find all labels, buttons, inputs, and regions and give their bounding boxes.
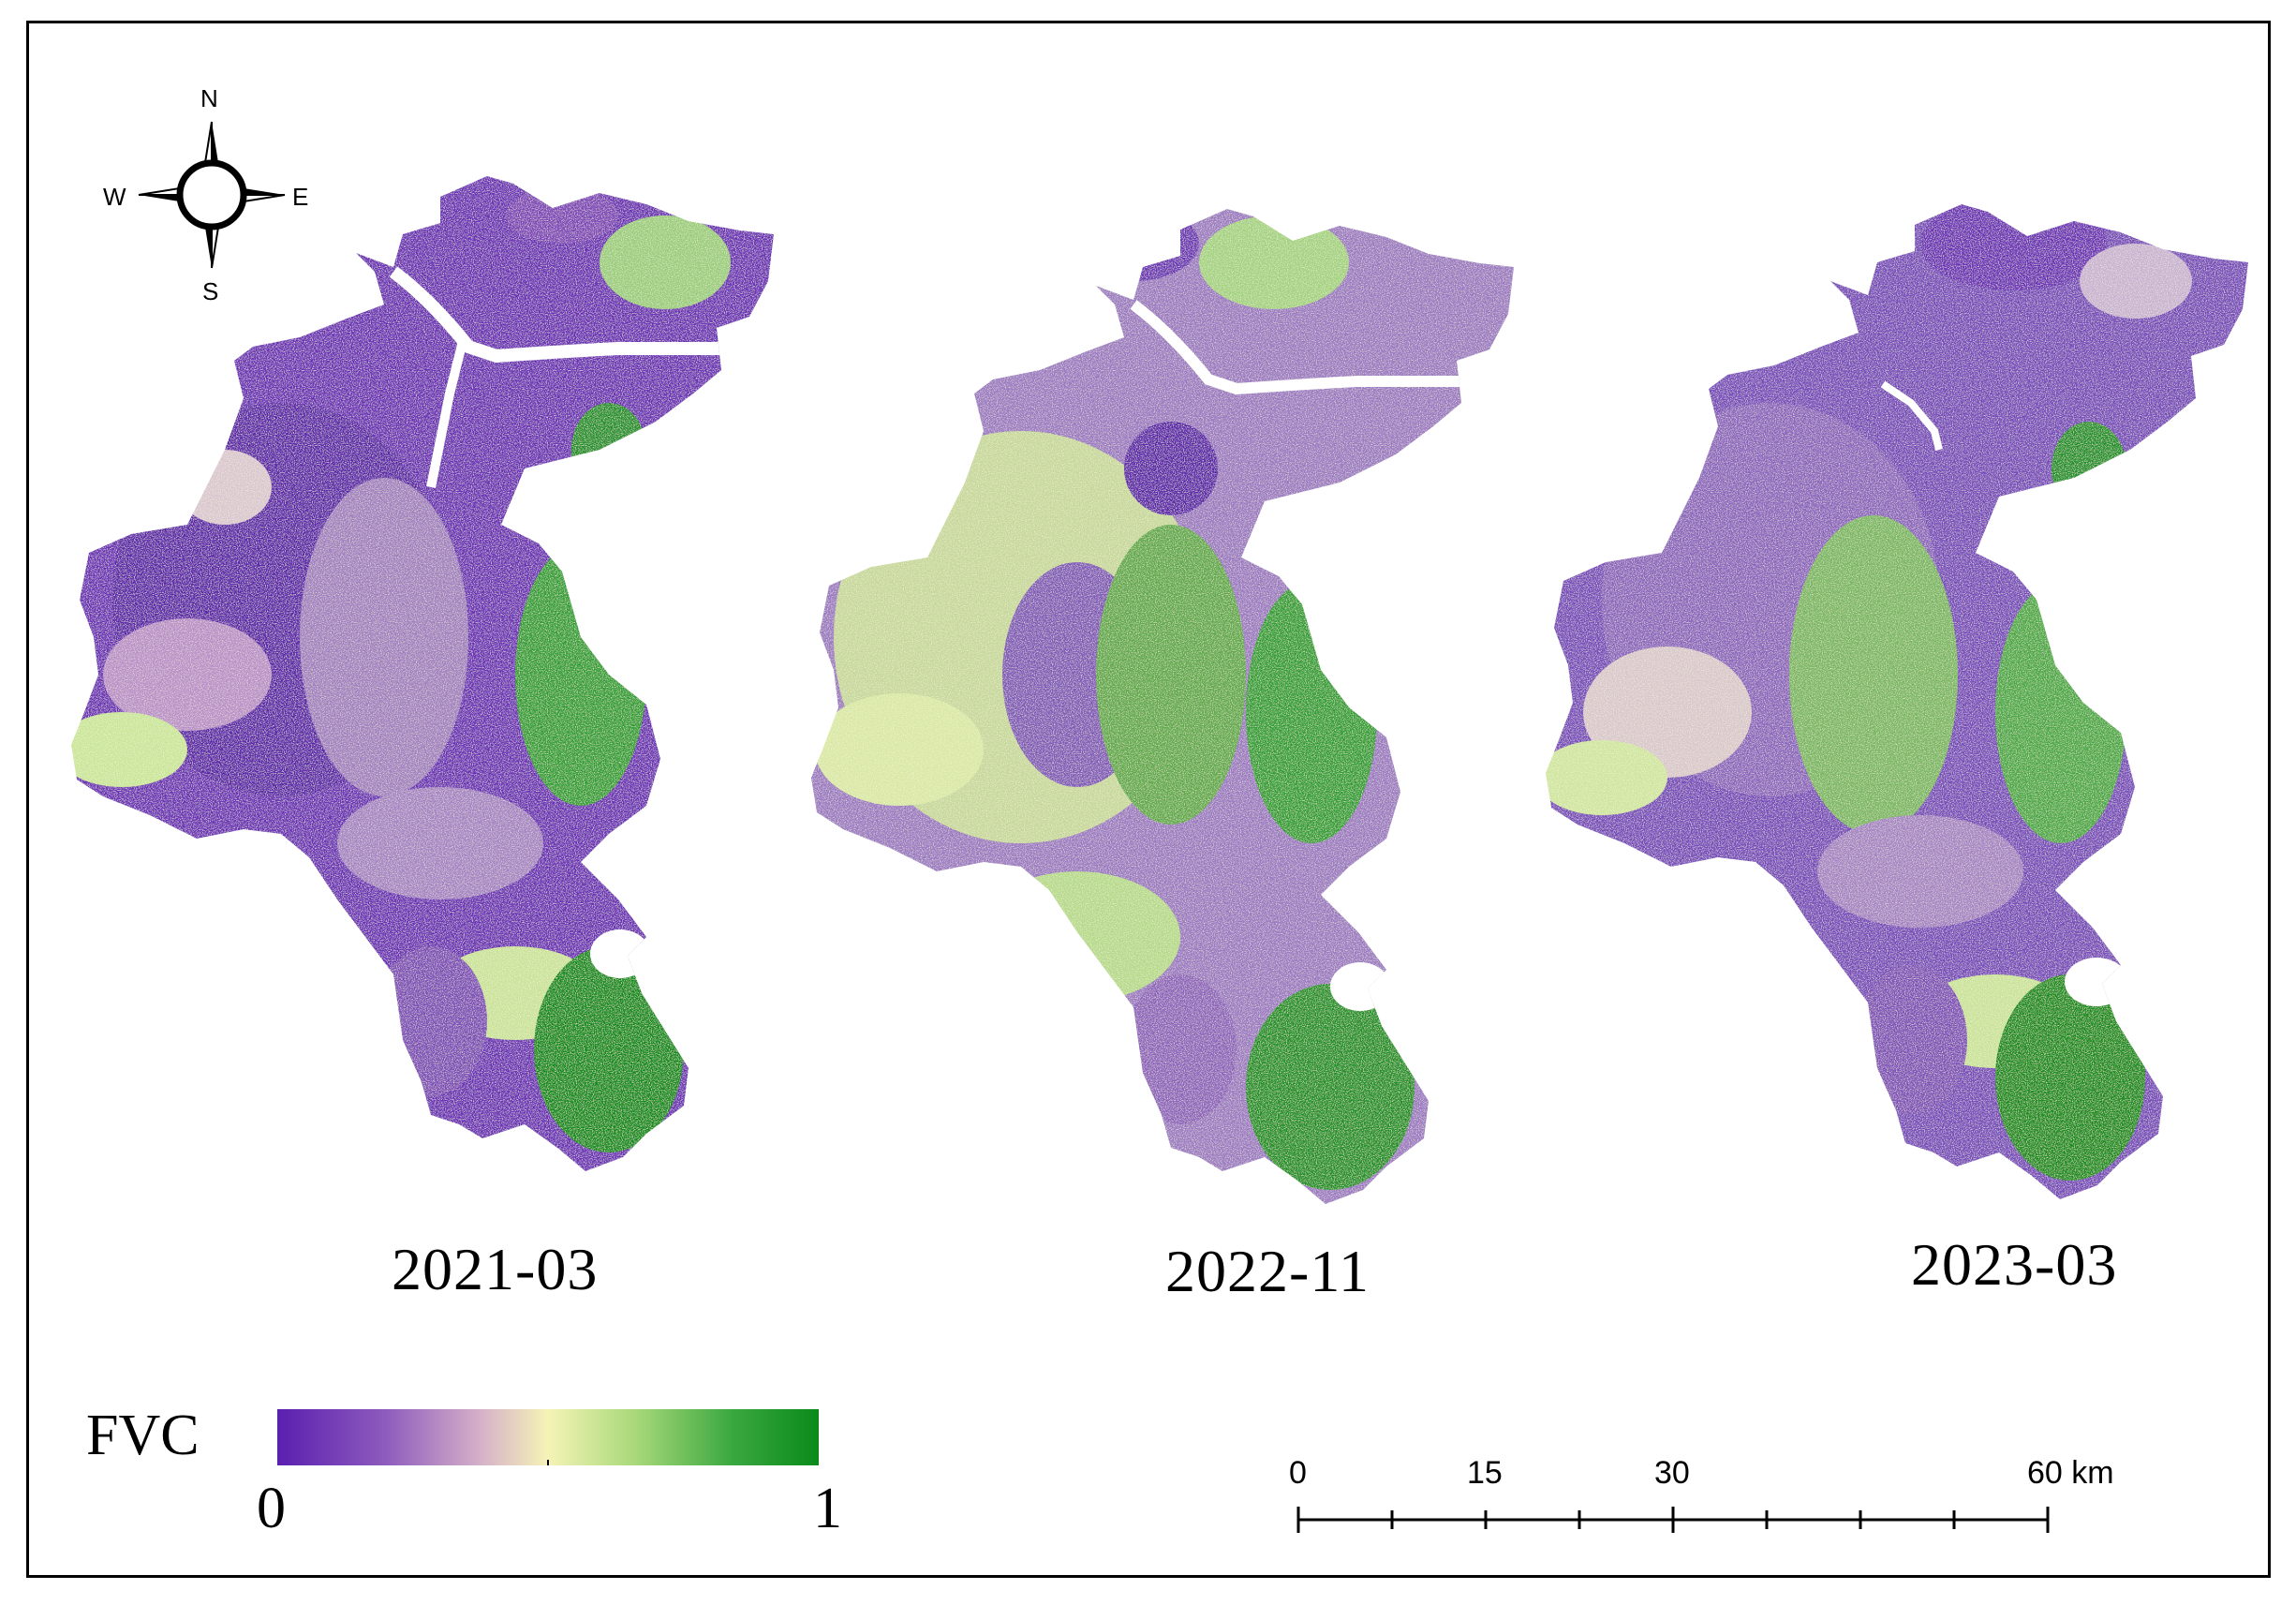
compass-west-label: W bbox=[103, 183, 126, 211]
scale-tick-30: 30 bbox=[1654, 1455, 1690, 1491]
scale-tick-0: 0 bbox=[1289, 1455, 1307, 1491]
panel-label-2022-11: 2022-11 bbox=[1165, 1238, 1370, 1304]
fvc-map-2021-03 bbox=[71, 176, 774, 1171]
panel-label-2023-03: 2023-03 bbox=[1911, 1231, 2118, 1298]
north-arrow-icon bbox=[138, 121, 286, 269]
legend-title: FVC bbox=[86, 1404, 200, 1467]
fvc-color-ramp bbox=[277, 1409, 819, 1465]
panel-label-2021-03: 2021-03 bbox=[392, 1236, 599, 1302]
scale-bar bbox=[1296, 1507, 2050, 1533]
compass-north-label: N bbox=[200, 84, 218, 112]
fvc-map-2023-03 bbox=[1546, 204, 2248, 1199]
scale-tick-60-km: 60 km bbox=[2027, 1455, 2114, 1491]
compass-south-label: S bbox=[202, 277, 219, 305]
legend-min-label: 0 bbox=[257, 1477, 286, 1540]
scale-tick-15: 15 bbox=[1467, 1455, 1503, 1491]
fvc-map-2022-11 bbox=[811, 209, 1514, 1204]
legend-max-label: 1 bbox=[813, 1477, 842, 1540]
compass-east-label: E bbox=[292, 183, 309, 211]
